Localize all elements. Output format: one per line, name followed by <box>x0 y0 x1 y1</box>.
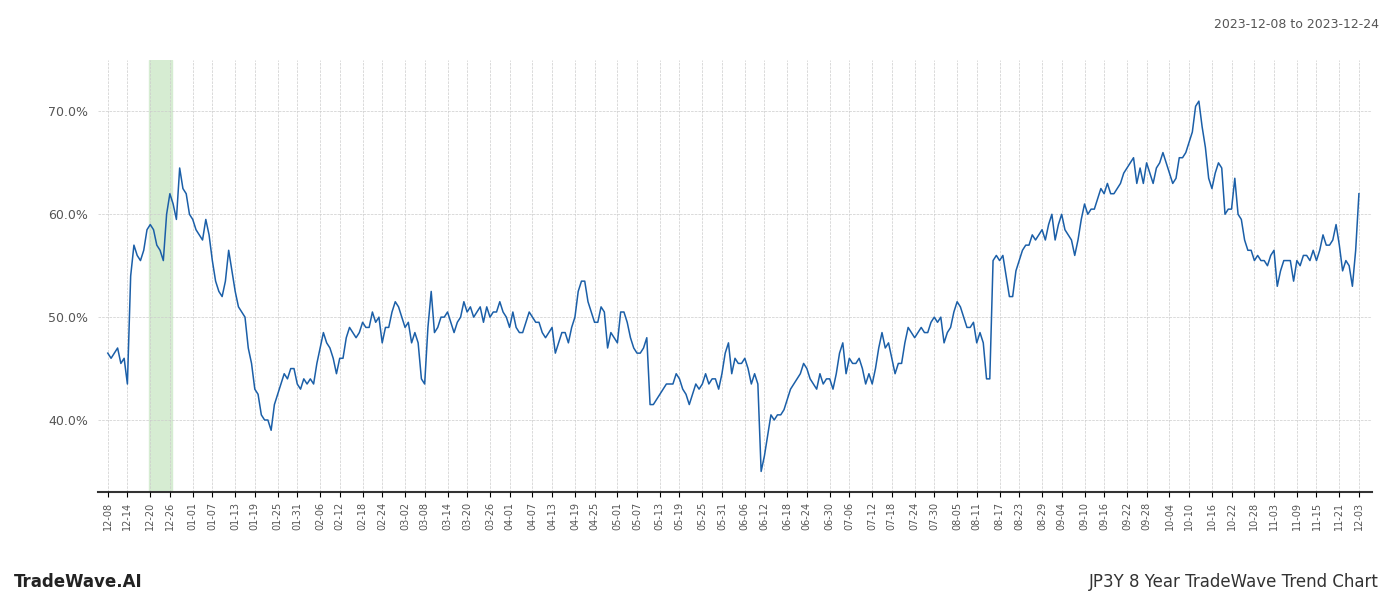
Bar <box>148 60 172 492</box>
Text: 2023-12-08 to 2023-12-24: 2023-12-08 to 2023-12-24 <box>1214 18 1379 31</box>
Text: JP3Y 8 Year TradeWave Trend Chart: JP3Y 8 Year TradeWave Trend Chart <box>1089 573 1379 591</box>
Text: TradeWave.AI: TradeWave.AI <box>14 573 143 591</box>
